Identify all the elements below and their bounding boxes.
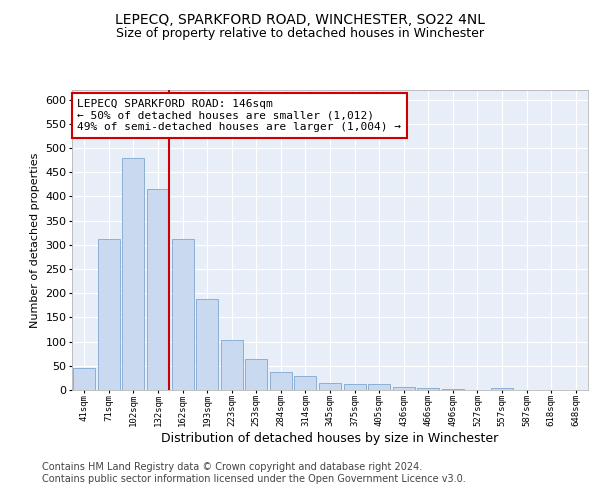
Bar (344, 384, 365, 390)
Bar (319, 383, 341, 390)
Bar (172, 238, 194, 390)
Text: Contains HM Land Registry data © Crown copyright and database right 2024.: Contains HM Land Registry data © Crown c… (42, 462, 422, 472)
Text: Size of property relative to detached houses in Winchester: Size of property relative to detached ho… (116, 28, 484, 40)
Bar (368, 384, 390, 390)
Bar (147, 189, 169, 390)
Bar (122, 158, 145, 390)
Bar (491, 388, 513, 390)
Bar (73, 368, 95, 390)
Y-axis label: Number of detached properties: Number of detached properties (30, 152, 40, 328)
Text: LEPECQ SPARKFORD ROAD: 146sqm
← 50% of detached houses are smaller (1,012)
49% o: LEPECQ SPARKFORD ROAD: 146sqm ← 50% of d… (77, 99, 401, 132)
Bar (98, 238, 120, 390)
Bar (221, 340, 243, 390)
Text: LEPECQ, SPARKFORD ROAD, WINCHESTER, SO22 4NL: LEPECQ, SPARKFORD ROAD, WINCHESTER, SO22… (115, 12, 485, 26)
Bar (196, 299, 218, 390)
Bar (295, 376, 316, 390)
X-axis label: Distribution of detached houses by size in Winchester: Distribution of detached houses by size … (161, 432, 499, 445)
Bar (442, 388, 464, 390)
Bar (417, 388, 439, 390)
Bar (245, 358, 268, 390)
Bar (270, 372, 292, 390)
Text: Contains public sector information licensed under the Open Government Licence v3: Contains public sector information licen… (42, 474, 466, 484)
Bar (392, 386, 415, 390)
